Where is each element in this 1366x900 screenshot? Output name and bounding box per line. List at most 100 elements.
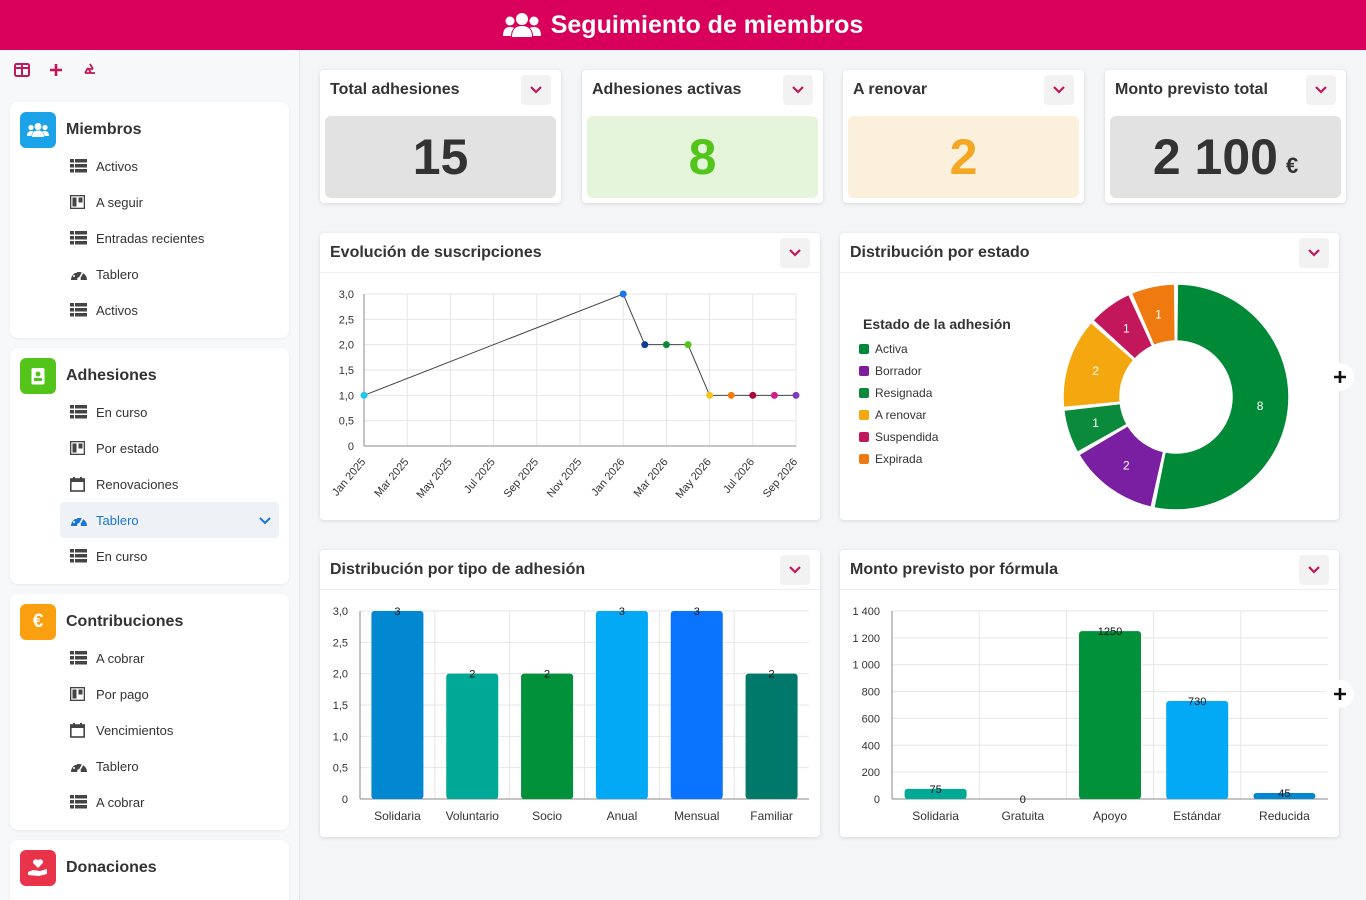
y-tick-label: 600 xyxy=(862,713,880,725)
dashboard-icon xyxy=(70,267,90,281)
sidebar-item-label: Tablero xyxy=(96,512,139,528)
sidebar-item-activos[interactable]: Activos xyxy=(10,148,289,184)
add-widget-button[interactable] xyxy=(1326,363,1354,391)
legend-swatch xyxy=(859,388,869,398)
bar xyxy=(670,611,723,799)
table-icon xyxy=(70,303,90,317)
data-point xyxy=(641,341,649,349)
formula-amount-bar-card: Monto previsto por fórmula 0 200 400 600 800… xyxy=(840,550,1339,837)
sidebar-item-entradas-recientes[interactable]: Entradas recientes xyxy=(10,220,289,256)
sidebar-item-activos[interactable]: Activos xyxy=(10,292,289,328)
card-menu-button[interactable] xyxy=(1306,75,1336,105)
sidebar-item-en-curso[interactable]: En curso xyxy=(10,394,289,430)
bar xyxy=(595,611,648,799)
bar-value-label: 2 xyxy=(469,669,475,681)
sidebar-item-label: Por pago xyxy=(96,686,149,702)
x-tick-label: Mar 2026 xyxy=(632,456,671,499)
card-menu-button[interactable] xyxy=(1044,75,1074,105)
bar-value-label: 2 xyxy=(769,669,775,681)
y-tick-label: 2,5 xyxy=(333,637,348,649)
recycle-button[interactable] xyxy=(80,60,100,80)
sidebar-item-tablero[interactable]: Tablero xyxy=(10,256,289,292)
card-title: Distribución por estado xyxy=(850,243,1030,261)
x-tick-label: Nov 2025 xyxy=(545,456,584,500)
sidebar-toolbar xyxy=(0,50,299,90)
sidebar-item-a-cobrar[interactable]: A cobrar xyxy=(10,640,289,676)
kpi-value-box: 15 xyxy=(325,116,556,198)
bar-value-label: 3 xyxy=(394,606,400,618)
y-tick-label: 2,0 xyxy=(333,669,348,681)
kpi-card: Monto previsto total 2 100 € xyxy=(1105,70,1346,203)
table-icon xyxy=(70,405,90,419)
legend-label: Activa xyxy=(875,342,908,356)
donut-slice xyxy=(1077,424,1165,509)
sidebar-item-por-estado[interactable]: Por estado xyxy=(10,430,289,466)
donut-slice xyxy=(1062,321,1135,409)
x-tick-label: Sep 2025 xyxy=(502,456,541,500)
slice-label: 2 xyxy=(1092,364,1099,378)
plus-icon xyxy=(50,64,62,76)
data-point xyxy=(684,341,692,349)
y-tick-label: 800 xyxy=(862,687,880,699)
sidebar-item-a-seguir[interactable]: A seguir xyxy=(10,184,289,220)
data-point xyxy=(619,290,627,298)
sidebar-item-tablero[interactable]: Tablero xyxy=(10,748,289,784)
kanban-icon xyxy=(70,441,90,455)
sidebar-item-label: Tablero xyxy=(96,758,139,774)
sidebar-item-label: Activos xyxy=(96,302,138,318)
legend-swatch xyxy=(859,344,869,354)
sidebar-item-renovaciones[interactable]: Renovaciones xyxy=(10,466,289,502)
sidebar-item-tablero[interactable]: Tablero xyxy=(60,502,279,538)
data-point xyxy=(792,391,800,399)
sidebar-item-por-pago[interactable]: Por pago xyxy=(10,676,289,712)
add-button[interactable] xyxy=(46,60,66,80)
legend-label: Expirada xyxy=(875,452,923,466)
y-tick-label: 200 xyxy=(862,767,880,779)
y-tick-label: 1,0 xyxy=(333,731,348,743)
card-menu-button[interactable] xyxy=(1299,237,1329,268)
sidebar-item-vencimientos[interactable]: Vencimientos xyxy=(10,712,289,748)
sidebar-item-label: Renovaciones xyxy=(96,476,179,492)
columns-icon xyxy=(14,63,30,77)
bar xyxy=(446,673,499,799)
y-tick-label: 0 xyxy=(348,441,354,453)
x-tick-label: Jul 2026 xyxy=(721,456,757,496)
donut-slice xyxy=(1130,283,1177,347)
kpi-value: 8 xyxy=(688,129,717,185)
toggle-layout-button[interactable] xyxy=(12,60,32,80)
x-tick-label: May 2025 xyxy=(414,456,454,501)
x-tick-label: Voluntario xyxy=(446,809,500,823)
bar xyxy=(1253,792,1316,799)
table-icon xyxy=(70,549,90,563)
card-menu-button[interactable] xyxy=(780,554,810,585)
add-widget-button[interactable] xyxy=(1326,680,1354,708)
y-tick-label: 1 400 xyxy=(852,606,880,618)
sidebar-section-header[interactable]: Adhesiones xyxy=(10,356,289,396)
sidebar-section-header[interactable]: € Contribuciones xyxy=(10,602,289,642)
kpi-card: Adhesiones activas 8 xyxy=(582,70,823,203)
kpi-card: A renovar 2 xyxy=(843,70,1084,203)
card-menu-button[interactable] xyxy=(780,237,810,268)
bar-value-label: 3 xyxy=(619,606,625,618)
sidebar-item-a-cobrar[interactable]: A cobrar xyxy=(10,784,289,820)
kpi-value-box: 2 100 € xyxy=(1110,116,1341,198)
sidebar-section-header[interactable]: Miembros xyxy=(10,110,289,150)
legend-swatch xyxy=(859,410,869,420)
kpi-title: Total adhesiones xyxy=(330,81,460,98)
x-tick-label: Solidaria xyxy=(912,809,959,823)
kpi-value: 2 100 xyxy=(1152,129,1278,185)
sidebar-item-label: A seguir xyxy=(96,194,143,210)
euro-icon: € xyxy=(20,604,56,640)
x-tick-label: Socio xyxy=(532,809,562,823)
card-menu-button[interactable] xyxy=(1299,554,1329,585)
kpi-title: Monto previsto total xyxy=(1115,81,1268,98)
bar-value-label: 45 xyxy=(1278,788,1290,800)
sidebar-item-en-curso[interactable]: En curso xyxy=(10,538,289,574)
donut-slice xyxy=(1152,283,1290,511)
sidebar-section-header[interactable]: Donaciones xyxy=(10,848,289,888)
card-title: Evolución de suscripciones xyxy=(330,243,542,261)
chevron-down-icon[interactable] xyxy=(259,513,271,528)
y-tick-label: 0 xyxy=(342,794,348,806)
card-menu-button[interactable] xyxy=(521,75,551,105)
card-menu-button[interactable] xyxy=(783,75,813,105)
